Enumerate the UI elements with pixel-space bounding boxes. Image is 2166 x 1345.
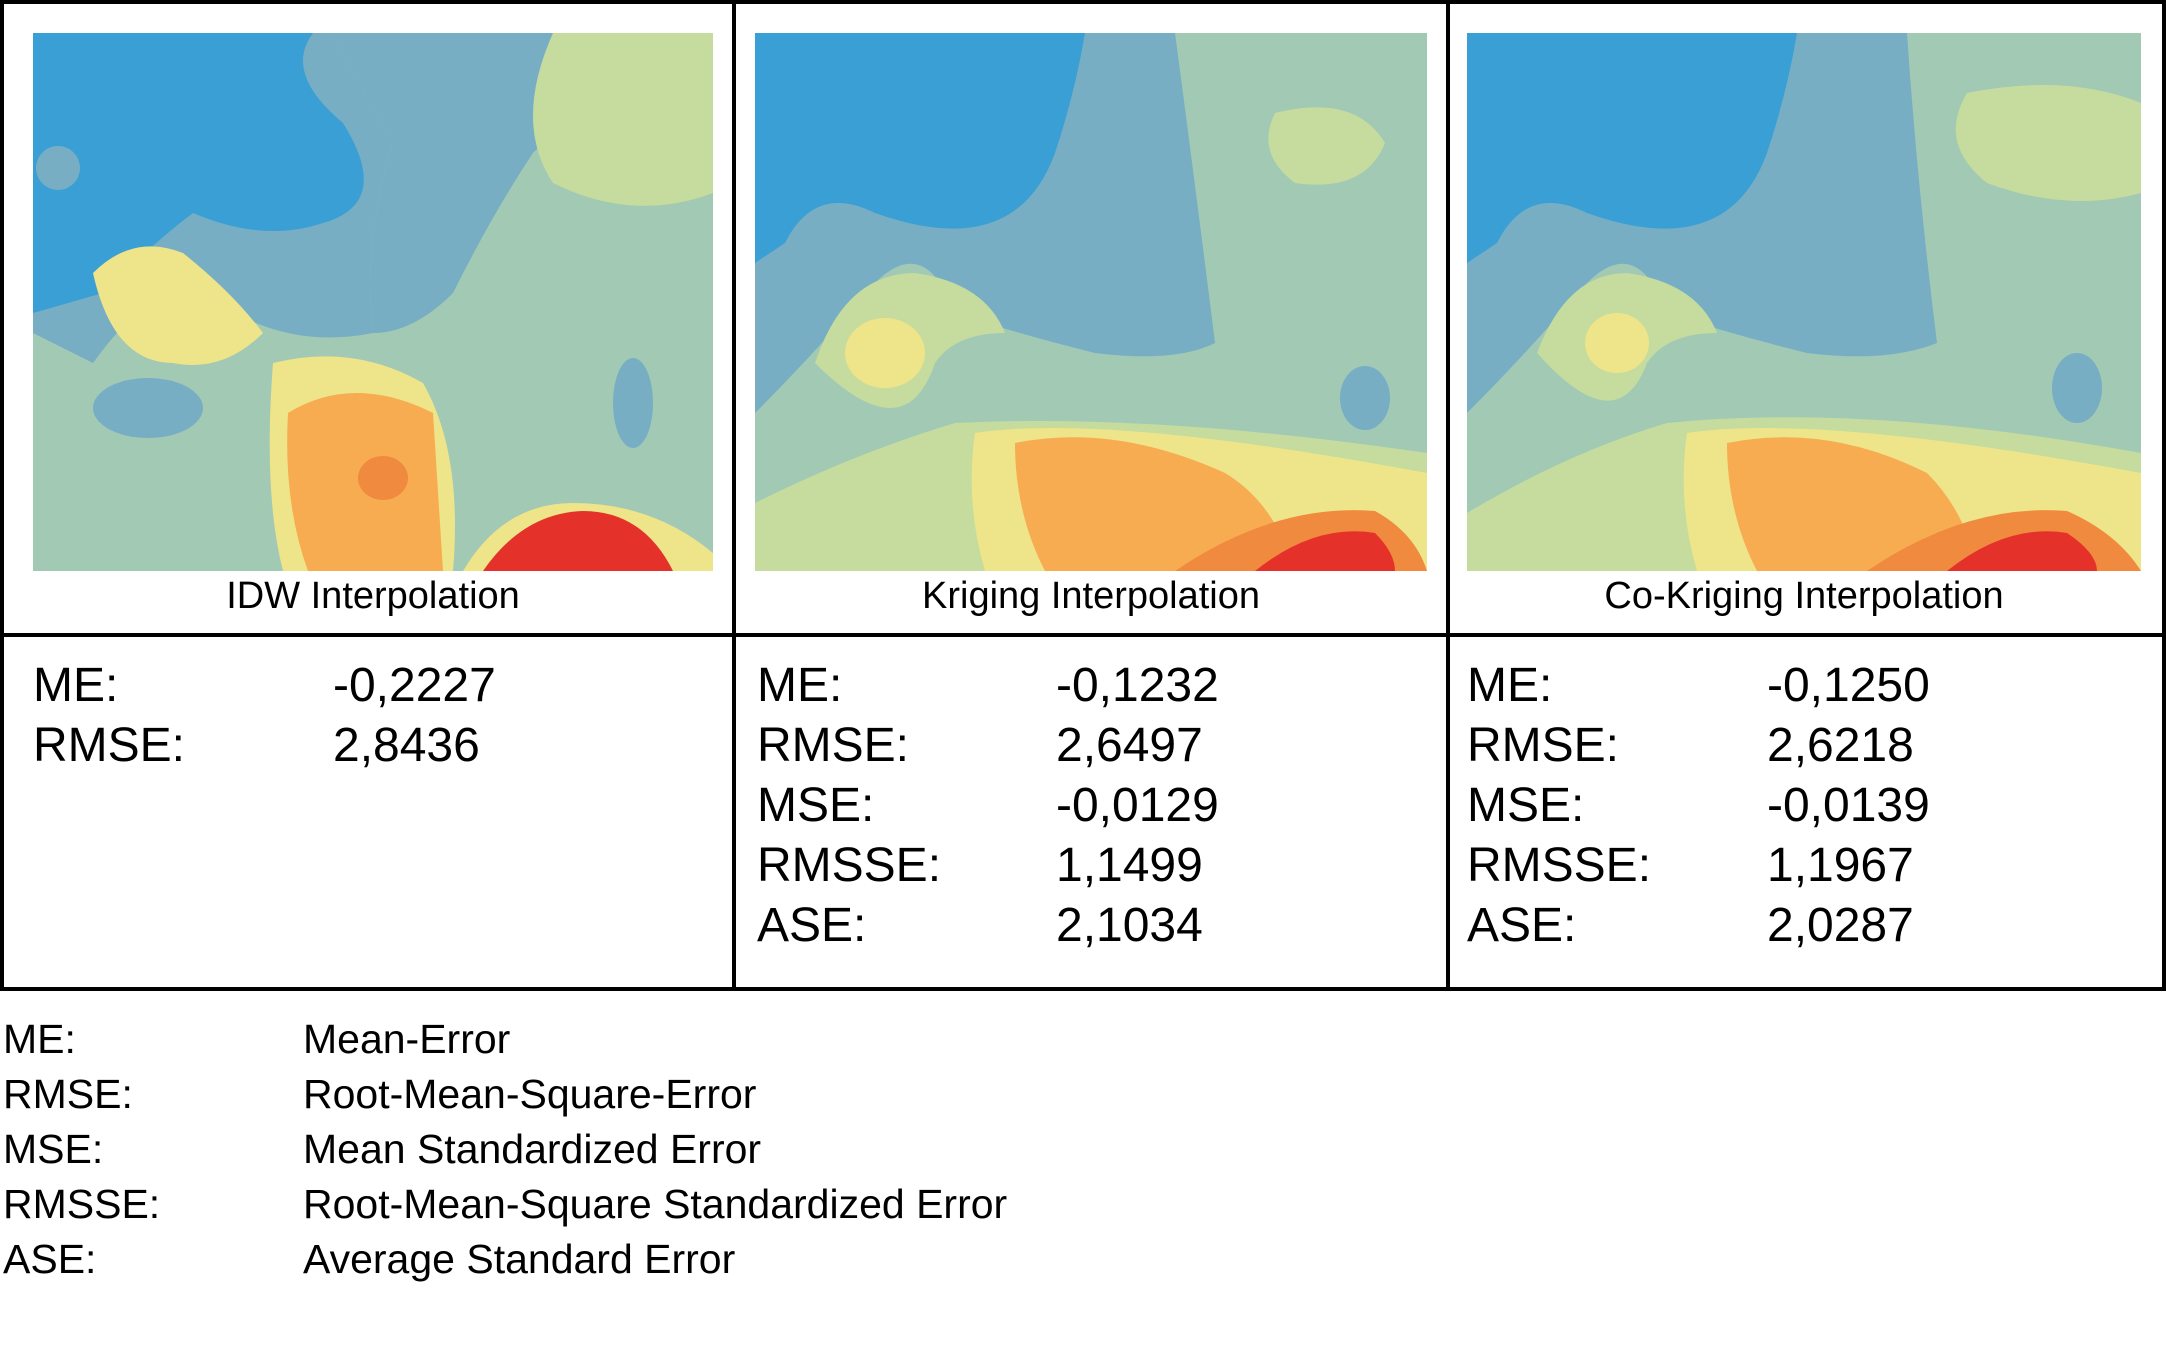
table-divider-1 <box>732 0 736 991</box>
comparison-table: IDW Interpolation Kriging Interpolation … <box>0 0 2166 991</box>
legend-abbreviation: ME: <box>3 1016 76 1062</box>
legend-abbreviation: MSE: <box>3 1126 104 1172</box>
stat-value: 1,1967 <box>1767 839 1914 892</box>
stat-value: 2,0287 <box>1767 899 1914 952</box>
kriging-caption: Kriging Interpolation <box>922 575 1260 617</box>
stat-value: 1,1499 <box>1056 839 1203 892</box>
stat-value: -0,1250 <box>1767 659 1930 712</box>
co-kriging-stats: ME: -0,1250 RMSE: 2,6218 MSE: -0,0139 RM… <box>1467 656 2141 956</box>
legend-row-mse: MSE: Mean Standardized Error <box>3 1122 1203 1177</box>
stat-value: -0,1232 <box>1056 659 1219 712</box>
stat-label: ME: <box>757 659 843 712</box>
stat-row-rmse: RMSE: 2,6218 <box>1467 716 2141 776</box>
co-kriging-caption: Co-Kriging Interpolation <box>1604 575 2004 617</box>
kriging-interpolation-map <box>755 33 1427 571</box>
table-right-border <box>2162 0 2166 991</box>
table-left-border <box>0 0 4 991</box>
stat-row-mse: MSE: -0,0139 <box>1467 776 2141 836</box>
legend-abbreviation: RMSSE: <box>3 1181 161 1227</box>
stat-label: ME: <box>33 659 119 712</box>
stat-label: MSE: <box>1467 779 1585 832</box>
stat-row-rmse: RMSE: 2,8436 <box>33 716 713 776</box>
stat-label: ASE: <box>1467 899 1577 952</box>
table-bottom-border <box>0 987 2166 991</box>
stat-row-ase: ASE: 2,0287 <box>1467 896 2141 956</box>
table-top-border <box>0 0 2166 4</box>
stat-value: -0,0139 <box>1767 779 1930 832</box>
stat-row-me: ME: -0,1250 <box>1467 656 2141 716</box>
stat-row-rmsse: RMSSE: 1,1967 <box>1467 836 2141 896</box>
legend-abbreviation: ASE: <box>3 1236 97 1282</box>
abbreviation-legend: ME: Mean-Error RMSE: Root-Mean-Square-Er… <box>3 1012 1203 1287</box>
idw-stats: ME: -0,2227 RMSE: 2,8436 <box>33 656 713 776</box>
table-divider-2 <box>1446 0 1450 991</box>
legend-row-rmsse: RMSSE: Root-Mean-Square Standardized Err… <box>3 1177 1203 1232</box>
legend-row-ase: ASE: Average Standard Error <box>3 1232 1203 1287</box>
stat-label: RMSE: <box>1467 719 1620 772</box>
stat-row-me: ME: -0,1232 <box>757 656 1427 716</box>
stat-row-rmse: RMSE: 2,6497 <box>757 716 1427 776</box>
stat-label: RMSSE: <box>1467 839 1652 892</box>
legend-row-rmse: RMSE: Root-Mean-Square-Error <box>3 1067 1203 1122</box>
idw-caption: IDW Interpolation <box>226 575 520 617</box>
stat-label: ME: <box>1467 659 1553 712</box>
legend-definition: Root-Mean-Square-Error <box>303 1071 757 1117</box>
idw-interpolation-map <box>33 33 713 571</box>
stat-value: -0,0129 <box>1056 779 1219 832</box>
legend-definition: Mean Standardized Error <box>303 1126 762 1172</box>
stat-value: 2,1034 <box>1056 899 1203 952</box>
stat-label: RMSE: <box>757 719 910 772</box>
stat-label: RMSSE: <box>757 839 942 892</box>
stat-row-ase: ASE: 2,1034 <box>757 896 1427 956</box>
legend-definition: Root-Mean-Square Standardized Error <box>303 1181 1008 1227</box>
legend-definition: Average Standard Error <box>303 1236 736 1282</box>
stat-label: ASE: <box>757 899 867 952</box>
legend-abbreviation: RMSE: <box>3 1071 133 1117</box>
co-kriging-interpolation-map <box>1467 33 2141 571</box>
stat-label: MSE: <box>757 779 875 832</box>
stat-value: 2,6497 <box>1056 719 1203 772</box>
stat-label: RMSE: <box>33 719 186 772</box>
table-middle-border <box>0 633 2166 637</box>
kriging-stats: ME: -0,1232 RMSE: 2,6497 MSE: -0,0129 RM… <box>757 656 1427 956</box>
stat-row-me: ME: -0,2227 <box>33 656 713 716</box>
legend-definition: Mean-Error <box>303 1016 511 1062</box>
stat-value: 2,6218 <box>1767 719 1914 772</box>
stat-row-mse: MSE: -0,0129 <box>757 776 1427 836</box>
stat-value: 2,8436 <box>333 719 480 772</box>
stat-row-rmsse: RMSSE: 1,1499 <box>757 836 1427 896</box>
stat-value: -0,2227 <box>333 659 496 712</box>
legend-row-me: ME: Mean-Error <box>3 1012 1203 1067</box>
